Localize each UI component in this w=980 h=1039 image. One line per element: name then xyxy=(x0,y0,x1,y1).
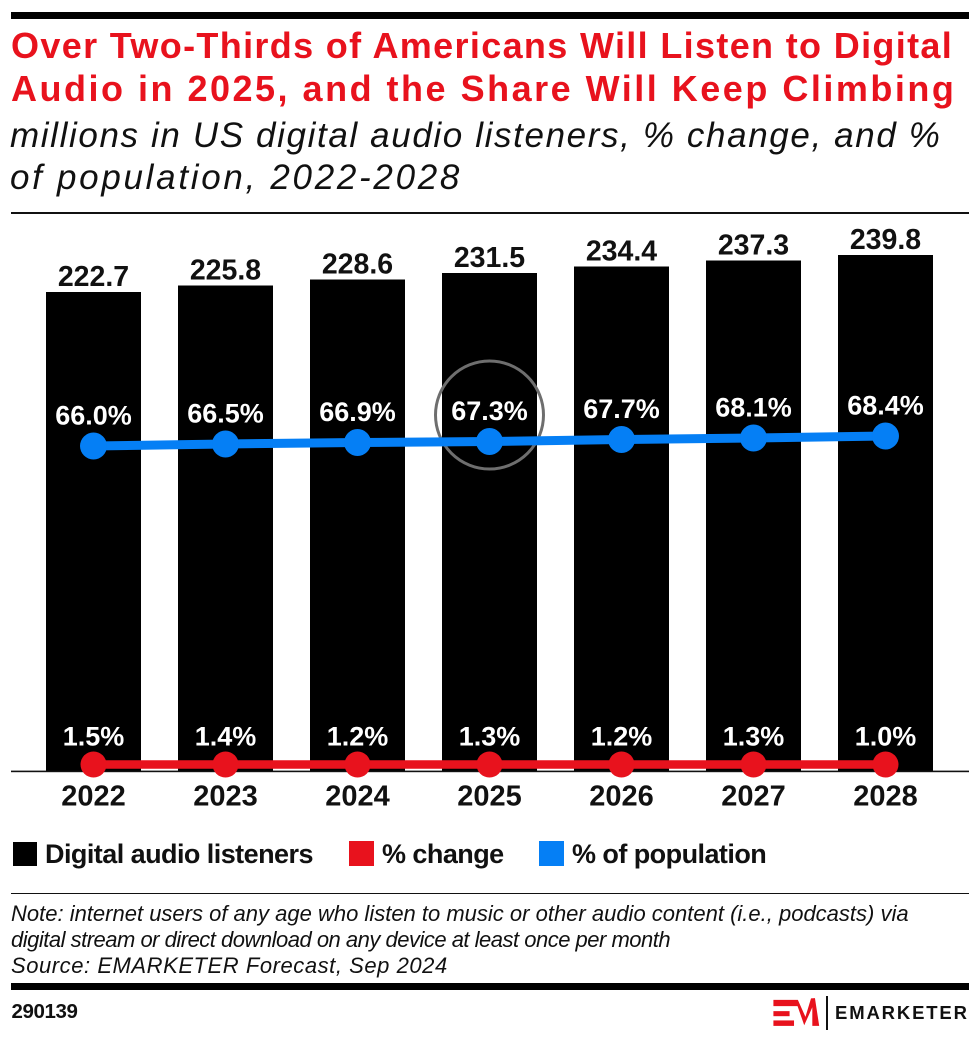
svg-text:222.7: 222.7 xyxy=(58,261,129,293)
svg-text:66.9%: 66.9% xyxy=(319,397,396,427)
svg-text:1.2%: 1.2% xyxy=(591,722,653,752)
svg-text:2027: 2027 xyxy=(721,781,786,813)
svg-text:66.5%: 66.5% xyxy=(187,399,264,429)
svg-text:239.8: 239.8 xyxy=(850,224,921,256)
svg-text:1.0%: 1.0% xyxy=(855,722,917,752)
svg-text:2026: 2026 xyxy=(589,781,654,813)
svg-text:2024: 2024 xyxy=(325,781,390,813)
svg-text:2025: 2025 xyxy=(457,781,522,813)
svg-text:1.3%: 1.3% xyxy=(723,722,785,752)
svg-text:67.7%: 67.7% xyxy=(583,394,660,424)
svg-text:1.5%: 1.5% xyxy=(63,722,125,752)
svg-text:1.3%: 1.3% xyxy=(459,722,521,752)
svg-text:68.1%: 68.1% xyxy=(715,393,792,423)
svg-text:2023: 2023 xyxy=(193,781,258,813)
svg-text:1.4%: 1.4% xyxy=(195,722,257,752)
svg-text:68.4%: 68.4% xyxy=(847,391,924,421)
svg-text:66.0%: 66.0% xyxy=(55,401,132,431)
svg-text:225.8: 225.8 xyxy=(190,255,261,287)
svg-text:2028: 2028 xyxy=(853,781,918,813)
svg-text:234.4: 234.4 xyxy=(586,236,657,268)
svg-text:67.3%: 67.3% xyxy=(451,396,528,426)
svg-text:237.3: 237.3 xyxy=(718,230,789,262)
svg-text:228.6: 228.6 xyxy=(322,249,393,281)
svg-text:1.2%: 1.2% xyxy=(327,722,389,752)
svg-text:231.5: 231.5 xyxy=(454,242,525,274)
svg-text:2022: 2022 xyxy=(61,781,126,813)
